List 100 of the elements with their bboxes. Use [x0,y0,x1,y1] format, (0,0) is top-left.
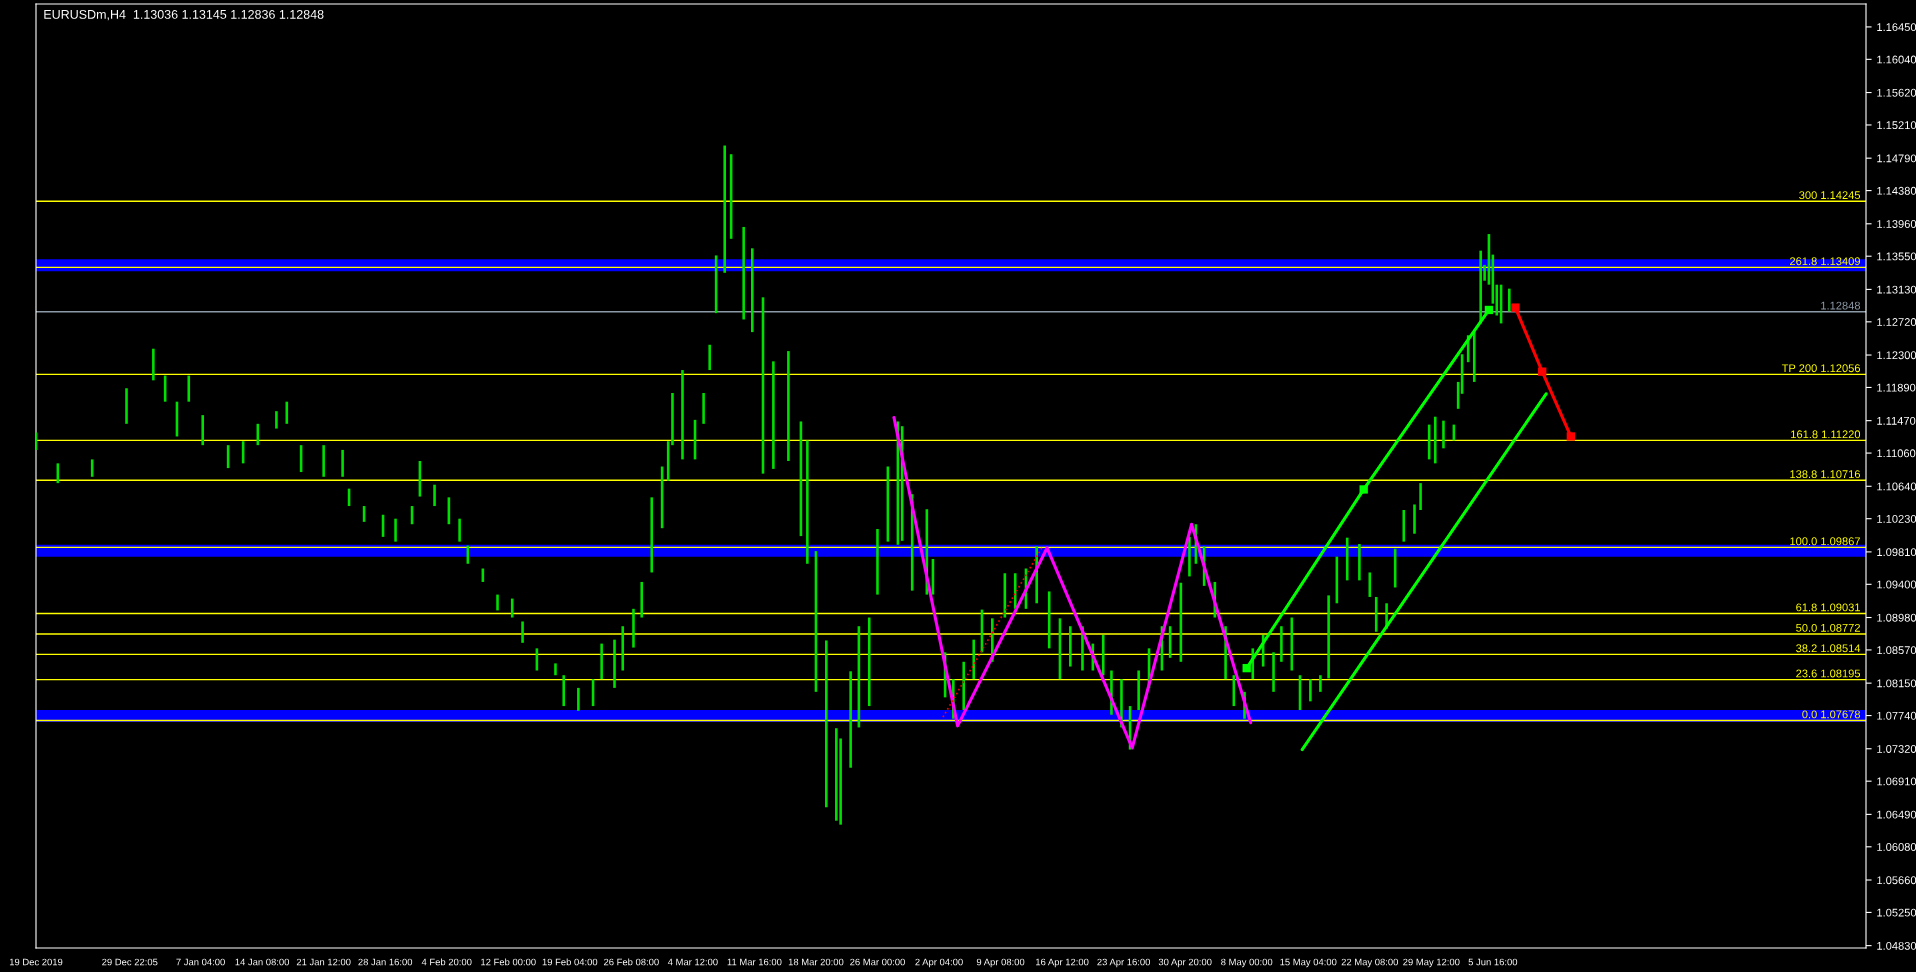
bar [849,671,852,768]
x-tick-label: 21 Jan 12:00 [296,958,351,966]
x-tick-label: 9 Apr 08:00 [976,958,1025,968]
bar [521,621,524,643]
bar [1137,670,1140,711]
y-tick-label: 1.08980 [1877,613,1916,622]
y-tick-label: 1.13960 [1877,220,1916,228]
bar [554,663,557,676]
bar [1319,675,1322,692]
bar [671,392,674,446]
y-tick-label: 1.11890 [1877,383,1916,392]
x-tick-label: 19 Dec 2019 [9,958,63,966]
bar [876,528,879,595]
y-tick-label: 1.12300 [1877,351,1916,360]
bar [322,445,325,477]
bar [1402,510,1406,542]
bar [1358,543,1361,581]
y-tick-label: 1.13550 [1877,252,1916,261]
bar [972,639,976,680]
bar [496,594,499,611]
y-tick-label: 1.10230 [1877,514,1916,523]
y-tick-label: 1.11470 [1877,416,1916,425]
y-tick-label: 1.06910 [1877,777,1916,786]
bar [152,348,155,381]
bar [708,344,711,371]
bar [1345,537,1349,581]
ref-line-label: 50.0 1.08772 [1796,623,1860,632]
bar [1479,250,1482,324]
y-tick-label: 1.06080 [1877,843,1916,851]
bar [394,518,397,542]
ref-line-label: 61.8 1.09031 [1796,603,1860,612]
bar [681,370,684,460]
bar [1327,595,1330,679]
x-tick-label: 14 Jan 08:00 [235,958,290,966]
bar [600,643,603,680]
bar [275,411,278,429]
x-tick-label: 16 Apr 12:00 [1036,958,1089,968]
x-tick-label: 4 Mar 12:00 [667,958,718,966]
bar [1442,420,1445,449]
y-tick-label: 1.06490 [1877,810,1916,819]
point [1359,485,1368,494]
point [1511,303,1520,312]
bar [1433,416,1437,464]
y-tick-label: 1.09810 [1877,548,1916,557]
x-tick-label: 18 Mar 20:00 [788,958,844,966]
bar [640,581,643,618]
x-tick-label: 28 Jan 16:00 [358,958,413,966]
x-tick-label: 8 May 00:00 [1221,958,1273,968]
point [1538,367,1547,376]
x-tick-label: 23 Apr 16:00 [1097,958,1151,968]
ref-line-label: 38.2 1.08514 [1796,644,1861,653]
x-tick-label: 5 Jun 16:00 [1468,958,1518,966]
bar [632,608,635,648]
y-tick-label: 1.05250 [1877,908,1916,917]
y-tick-label: 1.14380 [1877,186,1916,195]
y-tick-label: 1.08150 [1877,679,1916,688]
bar [806,440,809,564]
x-tick-label: 4 Feb 20:00 [421,958,472,966]
ref-line-label: 23.6 1.08195 [1796,669,1861,678]
bar [433,484,436,507]
bar [458,518,461,542]
bar [962,661,965,711]
bar [1272,652,1275,692]
y-tick-label: 1.07740 [1877,711,1916,720]
bar [1368,572,1372,597]
bar [750,248,754,333]
y-tick-label: 1.15620 [1877,88,1916,97]
ref-line-label: 100.0 1.09867 [1790,537,1860,546]
x-tick-label: 22 May 08:00 [1341,958,1399,968]
bar [1508,288,1511,312]
ref-line-label: 300 1.14245 [1799,191,1861,200]
bar [341,449,344,477]
bar [1419,483,1422,510]
bar [825,640,828,808]
bar [650,497,654,573]
bar [1280,626,1283,662]
y-tick-label: 1.05660 [1877,876,1916,885]
ref-line-label: 161.8 1.11220 [1791,430,1861,439]
x-tick-label: 19 Feb 04:00 [542,958,598,966]
bar [1069,626,1072,667]
bar [125,388,128,424]
bar [723,145,726,273]
bar [835,728,838,821]
x-tick-label: 2 Apr 04:00 [915,958,963,968]
x-tick-label: 30 Apr 20:00 [1158,958,1212,968]
bar [1309,679,1312,702]
y-tick-label: 1.08570 [1877,646,1916,655]
ref-line-label: 138.8 1.10716 [1790,470,1861,479]
bar [1413,504,1416,534]
bar [742,226,745,320]
bar [787,351,790,461]
ref-line-label: 1.12848 [1821,301,1861,310]
y-tick-label: 1.13130 [1877,285,1916,294]
x-tick-label: 7 Jan 04:00 [176,958,225,966]
bar [1472,331,1476,382]
x-tick-label: 26 Mar 00:00 [850,958,905,966]
y-tick-label: 1.09400 [1877,580,1916,589]
point [1566,432,1575,441]
ref-line-label: 261.8 1.13409 [1790,257,1860,266]
bar [621,626,625,671]
